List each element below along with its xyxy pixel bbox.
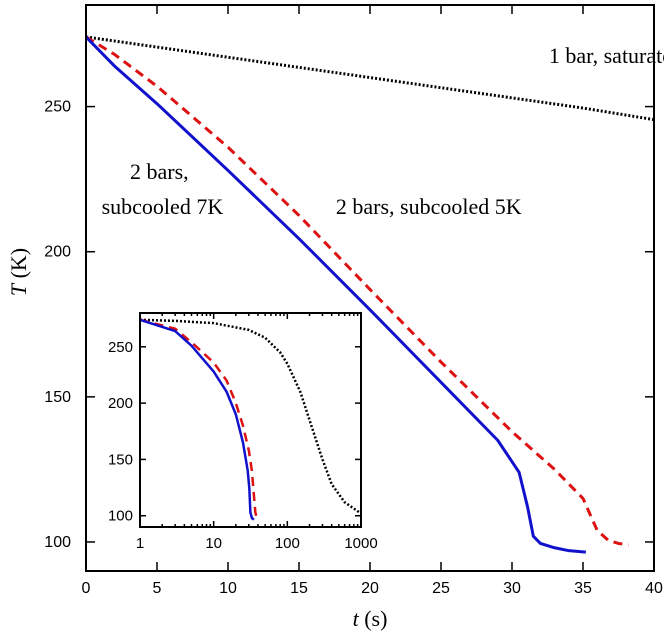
inset-y-tick-label-2: 200 bbox=[108, 395, 133, 412]
inset-x-tick-label-0: 1 bbox=[136, 535, 144, 552]
annotation-2: subcooled 7K bbox=[102, 194, 224, 219]
inset-plot: 1 10 100 1000 100 150 200 250 bbox=[108, 312, 378, 552]
x-axis-title: t (s) bbox=[353, 606, 388, 631]
x-tick-label-4: 20 bbox=[361, 580, 379, 597]
annotation-3: 2 bars, subcooled 5K bbox=[336, 194, 522, 219]
x-tick-label-2: 10 bbox=[219, 580, 237, 597]
x-tick-label-5: 25 bbox=[432, 580, 450, 597]
inset-series-line-1 bbox=[139, 318, 258, 518]
inset-y-tick-label-1: 150 bbox=[108, 451, 133, 468]
x-tick-label-6: 30 bbox=[503, 580, 521, 597]
x-tick-label-7: 35 bbox=[574, 580, 592, 597]
inset-x-tick-label-3: 1000 bbox=[344, 535, 377, 552]
x-tick-label-0: 0 bbox=[82, 580, 91, 597]
inset-y-tick-label-3: 250 bbox=[108, 339, 133, 356]
x-tick-label-1: 5 bbox=[153, 580, 162, 597]
inset-x-tick-label-2: 100 bbox=[275, 535, 300, 552]
y-axis-title: T (K) bbox=[6, 248, 31, 296]
main-plot: 0 5 10 15 20 25 30 35 40 100 150 200 250 1 bar, satur… bbox=[6, 4, 664, 631]
inset-plot-frame bbox=[139, 312, 362, 528]
y-tick-label-3: 250 bbox=[44, 99, 71, 116]
series-line-1 bbox=[85, 35, 629, 547]
annotation-0: 1 bar, saturated bbox=[549, 43, 664, 68]
inset-x-tick-label-1: 10 bbox=[205, 535, 222, 552]
x-tick-label-8: 40 bbox=[645, 580, 663, 597]
inset-y-tick-label-0: 100 bbox=[108, 508, 133, 525]
y-tick-label-1: 150 bbox=[44, 389, 71, 406]
annotation-1: 2 bars, bbox=[130, 159, 189, 184]
inset-series-line-2 bbox=[139, 318, 255, 521]
y-tick-label-0: 100 bbox=[44, 534, 71, 551]
inset-series-line-0 bbox=[139, 318, 362, 515]
y-tick-label-2: 200 bbox=[44, 244, 71, 261]
x-tick-label-3: 15 bbox=[290, 580, 308, 597]
series-line-2 bbox=[84, 35, 586, 554]
